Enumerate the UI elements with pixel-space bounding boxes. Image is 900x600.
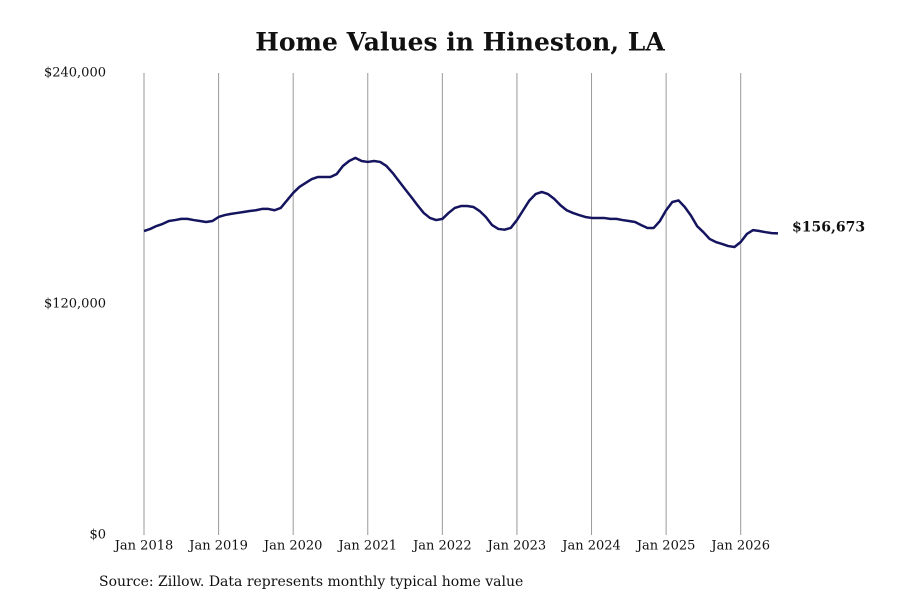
end-label: $156,673 [792, 219, 865, 235]
x-tick-label: Jan 2019 [187, 539, 248, 554]
x-tick-label: Jan 2018 [113, 539, 174, 554]
y-tick-label: $240,000 [44, 66, 106, 81]
x-tick-label: Jan 2022 [411, 539, 472, 554]
x-tick-label: Jan 2026 [709, 539, 770, 554]
x-tick-label: Jan 2021 [336, 539, 397, 554]
x-tick-label: Jan 2023 [486, 539, 547, 554]
source-note: Source: Zillow. Data represents monthly … [99, 574, 523, 590]
y-tick-label: $120,000 [44, 297, 106, 312]
x-tick-label: Jan 2024 [560, 539, 621, 554]
x-tick-label: Jan 2020 [262, 539, 323, 554]
y-tick-label: $0 [89, 528, 106, 543]
line [143, 156, 779, 249]
chart-title: Home Values in Hineston, LA [255, 28, 665, 57]
x-tick-label: Jan 2025 [635, 539, 696, 554]
